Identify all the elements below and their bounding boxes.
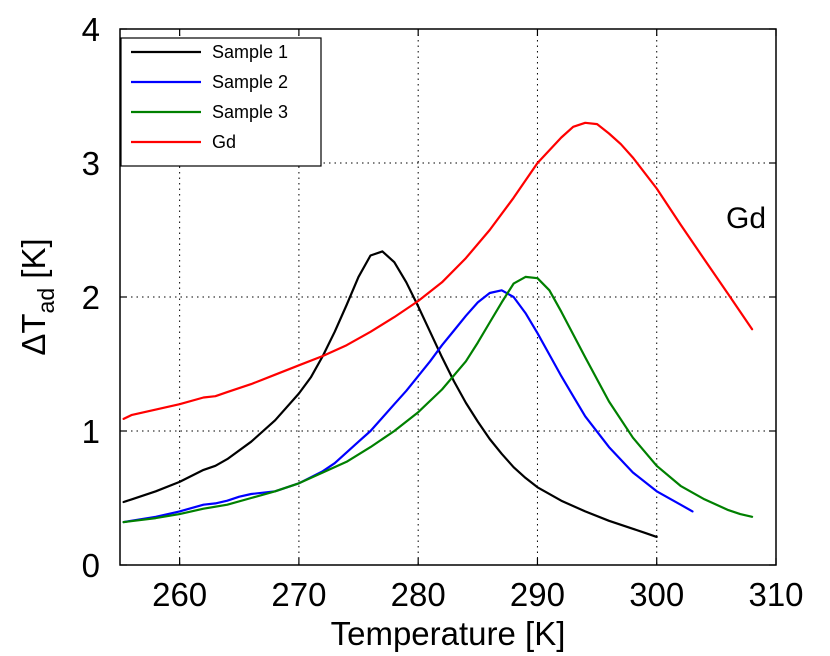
axis-ticks: 260 270 280 290 300 310 0 1 2 3 4 — [82, 11, 804, 613]
x-tick-label: 260 — [152, 576, 207, 613]
y-tick-label: 0 — [82, 547, 100, 584]
legend-label: Sample 2 — [212, 72, 288, 92]
y-axis-label-subscript: ad — [33, 288, 59, 314]
legend: Sample 1 Sample 2 Sample 3 Gd — [120, 37, 322, 167]
gd-annotation: Gd — [726, 202, 766, 235]
y-tick-label: 4 — [82, 11, 100, 48]
legend-label: Sample 3 — [212, 102, 288, 122]
x-tick-label: 300 — [629, 576, 684, 613]
y-tick-label: 3 — [82, 145, 100, 182]
legend-label: Sample 1 — [212, 42, 288, 62]
x-axis-label: Temperature [K] — [331, 615, 566, 652]
series-line-sample-3 — [122, 275, 754, 524]
x-tick-label: 310 — [748, 576, 803, 613]
series-line-sample-2 — [122, 289, 694, 524]
y-tick-label: 2 — [82, 279, 100, 316]
x-tick-label: 270 — [271, 576, 326, 613]
y-tick-label: 1 — [82, 413, 100, 450]
series-lines — [122, 121, 754, 539]
y-axis-label-unit: [K] — [15, 238, 52, 288]
y-axis-label: ΔTad [K] — [15, 238, 59, 355]
x-tick-label: 290 — [510, 576, 565, 613]
series-line-sample-1 — [122, 250, 658, 539]
x-tick-label: 280 — [391, 576, 446, 613]
series-line-gd — [122, 121, 754, 420]
legend-label: Gd — [212, 132, 236, 152]
y-axis-label-main: ΔT — [15, 313, 52, 355]
legend-box — [120, 37, 322, 167]
